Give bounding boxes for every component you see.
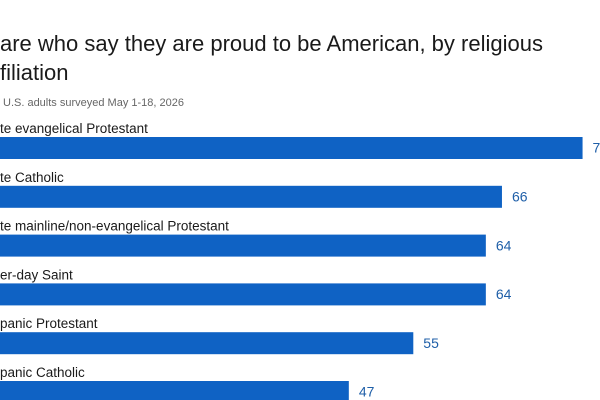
chart-subtitle: U.S. adults surveyed May 1-18, 2026 <box>3 97 184 109</box>
category-label: er-day Saint <box>0 267 73 282</box>
value-label: 64 <box>496 237 512 253</box>
value-label: 66 <box>512 189 528 205</box>
bar <box>0 332 414 355</box>
value-label: 47 <box>359 384 375 400</box>
value-label: 64 <box>496 286 512 302</box>
bar <box>0 185 502 208</box>
bar <box>0 381 349 400</box>
category-label: te Catholic <box>0 170 64 185</box>
bar <box>0 137 583 159</box>
category-label: te evangelical Protestant <box>0 121 148 136</box>
chart-title: filiation <box>0 60 68 85</box>
category-label: panic Catholic <box>0 365 85 380</box>
value-label: 76 <box>593 140 600 156</box>
category-label: panic Protestant <box>0 316 98 331</box>
category-label: te mainline/non-evangelical Protestant <box>0 219 229 234</box>
bar <box>0 283 486 306</box>
bar <box>0 234 486 257</box>
value-label: 55 <box>423 335 439 351</box>
chart-title: are who say they are proud to be America… <box>0 31 543 56</box>
